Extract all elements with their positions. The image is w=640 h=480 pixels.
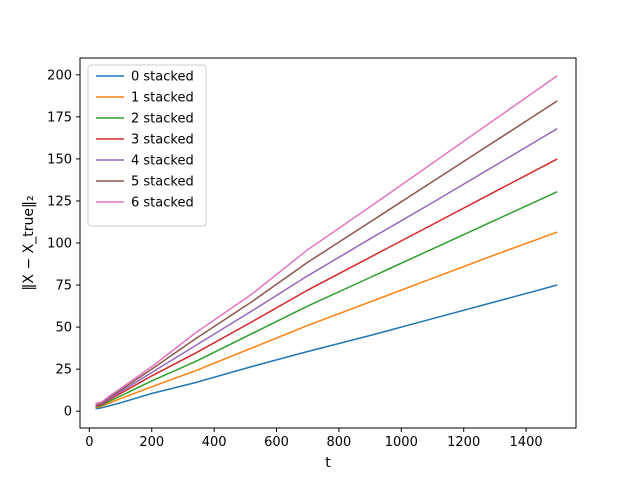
- axis-ticks: 0 200 400 600 800 1000 1200 1400 0 25 50 75 100 125 15…: [47, 68, 542, 450]
- series-line-1: [95, 231, 558, 409]
- x-tick-label: 400: [202, 435, 227, 450]
- y-axis-label: ‖X − X_true‖₂: [21, 195, 37, 290]
- series-line-6: [95, 75, 558, 405]
- plot-area: [95, 75, 558, 410]
- series-line-0: [95, 284, 558, 410]
- x-tick-label: 200: [139, 435, 164, 450]
- x-tick-label: 0: [85, 435, 93, 450]
- legend-label-6: 6 stacked: [131, 196, 194, 211]
- y-tick-label: 200: [47, 68, 72, 83]
- legend: 0 stacked 1 stacked 2 stacked 3 stacked 4 st…: [87, 64, 207, 227]
- legend-label-1: 1 stacked: [131, 91, 194, 106]
- y-tick-label: 0: [64, 405, 72, 420]
- x-tick-label: 600: [264, 435, 289, 450]
- y-tick-label: 175: [47, 110, 72, 125]
- x-tick-label: 1000: [385, 435, 418, 450]
- y-tick-label: 125: [47, 194, 72, 209]
- x-tick-label: 1400: [510, 435, 543, 450]
- legend-label-4: 4 stacked: [131, 154, 194, 169]
- series-line-4: [95, 127, 558, 407]
- series-line-2: [95, 191, 558, 408]
- y-tick-label: 50: [55, 321, 72, 336]
- legend-label-3: 3 stacked: [131, 133, 194, 148]
- y-tick-label: 150: [47, 152, 72, 167]
- x-tick-label: 1200: [447, 435, 480, 450]
- y-tick-label: 25: [55, 363, 72, 378]
- legend-frame: [87, 64, 207, 227]
- y-tick-label: 75: [55, 279, 72, 294]
- y-tick-label: 100: [47, 237, 72, 252]
- legend-label-2: 2 stacked: [131, 112, 194, 127]
- x-tick-label: 800: [327, 435, 352, 450]
- x-axis-label: t: [325, 455, 331, 471]
- legend-label-0: 0 stacked: [131, 70, 194, 85]
- axes-frame: [79, 57, 577, 429]
- legend-label-5: 5 stacked: [131, 175, 194, 190]
